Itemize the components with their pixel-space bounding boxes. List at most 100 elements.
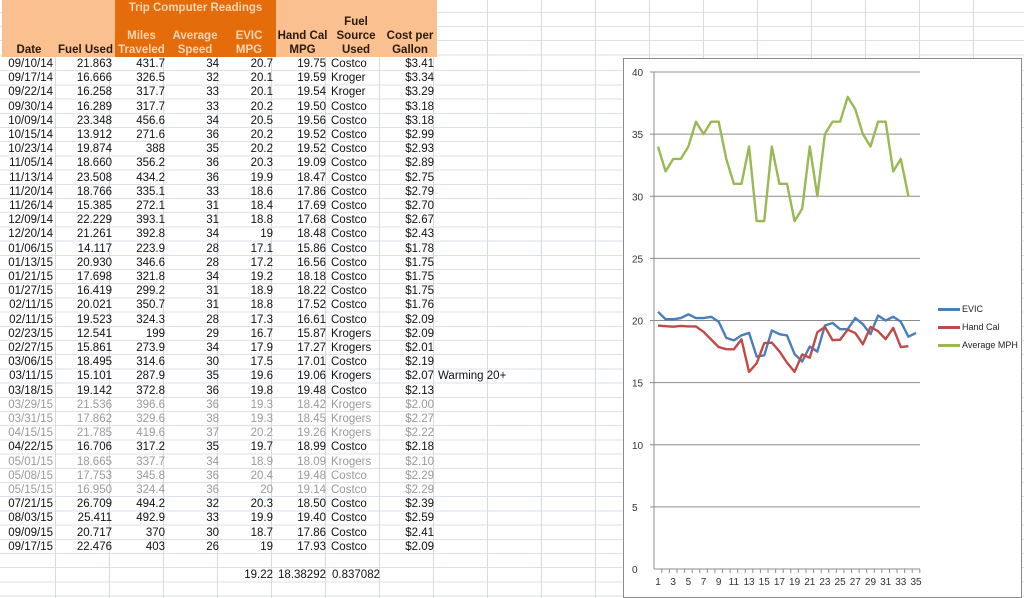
cell-cost[interactable]: $2.07 <box>405 370 434 383</box>
cell-cost[interactable]: $2.01 <box>405 342 434 354</box>
cell-source[interactable]: Costco <box>331 469 367 482</box>
cell-cost[interactable]: $2.93 <box>405 143 434 156</box>
cell-evic[interactable]: 19.3 <box>250 413 273 425</box>
cell-fuel[interactable]: 15.101 <box>76 370 112 383</box>
cell-date[interactable]: 05/08/15 <box>8 469 53 482</box>
cell-miles[interactable]: 271.6 <box>136 129 165 141</box>
cell-source[interactable]: Kroger <box>331 86 366 99</box>
cell-miles[interactable]: 393.1 <box>136 214 165 227</box>
cell-miles[interactable]: 434.2 <box>136 171 165 184</box>
cell-fuel[interactable]: 13.912 <box>76 129 112 141</box>
cell-speed[interactable]: 36 <box>206 129 219 141</box>
cell-speed[interactable]: 32 <box>206 72 219 85</box>
cell-source[interactable]: Costco <box>331 384 367 397</box>
cell-fuel[interactable]: 23.348 <box>76 114 112 127</box>
cell-source[interactable]: Krogers <box>331 398 372 411</box>
cell-hand[interactable]: 18.47 <box>297 171 326 184</box>
cell-cost[interactable]: $2.29 <box>405 484 434 496</box>
cell-miles[interactable]: 419.6 <box>136 427 165 440</box>
cell-hand[interactable]: 19.48 <box>297 469 326 482</box>
cell-hand[interactable]: 18.09 <box>297 455 326 468</box>
cell-date[interactable]: 05/01/15 <box>8 455 53 468</box>
cell-source[interactable]: Costco <box>331 441 367 454</box>
column-header-source[interactable]: Fuel Source Used <box>329 15 383 57</box>
cell-cost[interactable]: $1.75 <box>405 285 434 298</box>
cell-evic[interactable]: 20.4 <box>250 469 273 482</box>
cell-fuel[interactable]: 20.717 <box>76 526 112 539</box>
cell-source[interactable]: Krogers <box>331 370 372 383</box>
cell-source[interactable]: Costco <box>331 271 367 283</box>
cell-hand[interactable]: 17.68 <box>297 214 326 227</box>
cell-date[interactable]: 11/05/14 <box>9 157 53 170</box>
cell-miles[interactable]: 324.4 <box>136 484 165 496</box>
cell-cost[interactable]: $2.67 <box>405 214 434 227</box>
cell-evic[interactable]: 17.3 <box>250 313 273 326</box>
cell-evic[interactable]: 16.7 <box>250 327 273 340</box>
cell-cost[interactable]: $2.09 <box>405 327 434 340</box>
cell-cost[interactable]: $3.34 <box>405 72 434 85</box>
cell-speed[interactable]: 34 <box>206 271 219 283</box>
cell-fuel[interactable]: 22.229 <box>76 214 112 227</box>
cell-fuel[interactable]: 16.289 <box>76 100 112 113</box>
cell-fuel[interactable]: 19.523 <box>76 313 112 326</box>
cell-date[interactable]: 12/20/14 <box>8 228 53 241</box>
cell-speed[interactable]: 28 <box>206 256 219 269</box>
cell-speed[interactable]: 33 <box>206 86 219 99</box>
cell-date[interactable]: 03/29/15 <box>8 398 53 411</box>
cell-evic[interactable]: 18.4 <box>250 200 273 212</box>
cell-source[interactable]: Costco <box>331 285 367 298</box>
cell-source[interactable]: Krogers <box>331 342 372 354</box>
cell-date[interactable]: 01/27/15 <box>8 285 53 298</box>
cell-speed[interactable]: 31 <box>206 299 219 312</box>
cell-hand[interactable]: 19.48 <box>297 384 326 397</box>
cell-hand[interactable]: 17.93 <box>297 540 326 553</box>
cell-date[interactable]: 09/30/14 <box>8 100 53 113</box>
cell-speed[interactable]: 35 <box>206 143 219 156</box>
cell-hand[interactable]: 18.42 <box>297 398 326 411</box>
summary-evic[interactable]: 19.22 <box>244 569 273 582</box>
cell-speed[interactable]: 34 <box>206 228 219 241</box>
cell-hand[interactable]: 18.18 <box>297 271 326 283</box>
cell-cost[interactable]: $2.39 <box>405 498 434 511</box>
cell-cost[interactable]: $2.70 <box>405 200 434 212</box>
cell-date[interactable]: 09/17/14 <box>8 72 53 85</box>
column-header-fuel[interactable]: Fuel Used <box>56 15 115 57</box>
cell-miles[interactable]: 494.2 <box>136 498 165 511</box>
cell-cost[interactable]: $2.19 <box>405 356 434 369</box>
cell-source[interactable]: Costco <box>331 313 367 326</box>
cell-miles[interactable]: 324.3 <box>136 313 165 326</box>
cell-source[interactable]: Costco <box>331 242 367 255</box>
cell-evic[interactable]: 20.5 <box>250 114 273 127</box>
cell-fuel[interactable]: 14.117 <box>77 242 112 255</box>
cell-source[interactable]: Costco <box>331 299 367 312</box>
cell-miles[interactable]: 392.8 <box>136 228 165 241</box>
cell-source[interactable]: Costco <box>331 143 367 156</box>
cell-fuel[interactable]: 18.660 <box>76 157 112 170</box>
cell-speed[interactable]: 36 <box>206 484 219 496</box>
cell-fuel[interactable]: 16.950 <box>76 484 112 496</box>
cell-hand[interactable]: 19.14 <box>297 484 326 496</box>
cell-evic[interactable]: 20.3 <box>250 157 273 170</box>
cell-evic[interactable]: 20.2 <box>250 427 273 440</box>
cell-date[interactable]: 01/21/15 <box>8 271 53 283</box>
cell-cost[interactable]: $2.18 <box>405 441 434 454</box>
cell-source[interactable]: Krogers <box>331 427 372 440</box>
cell-source[interactable]: Costco <box>331 171 367 184</box>
cell-evic[interactable]: 20.2 <box>250 143 273 156</box>
column-header-miles[interactable]: Miles Traveled <box>115 15 168 57</box>
cell-fuel[interactable]: 17.753 <box>76 469 112 482</box>
cell-date[interactable]: 03/11/15 <box>9 370 53 383</box>
cell-miles[interactable]: 396.6 <box>136 398 165 411</box>
cell-evic[interactable]: 19.7 <box>250 441 273 454</box>
cell-date[interactable]: 11/13/14 <box>9 171 53 184</box>
cell-source[interactable]: Costco <box>331 114 367 127</box>
cell-hand[interactable]: 16.61 <box>297 313 326 326</box>
cell-note[interactable]: Warming 20+ <box>438 370 507 383</box>
cell-date[interactable]: 07/21/15 <box>8 498 53 511</box>
cell-speed[interactable]: 31 <box>206 214 219 227</box>
cell-cost[interactable]: $2.79 <box>405 185 434 198</box>
cell-fuel[interactable]: 20.021 <box>76 299 112 312</box>
cell-date[interactable]: 09/10/14 <box>8 58 53 70</box>
cell-speed[interactable]: 38 <box>206 413 219 425</box>
cell-source[interactable]: Costco <box>331 526 367 539</box>
